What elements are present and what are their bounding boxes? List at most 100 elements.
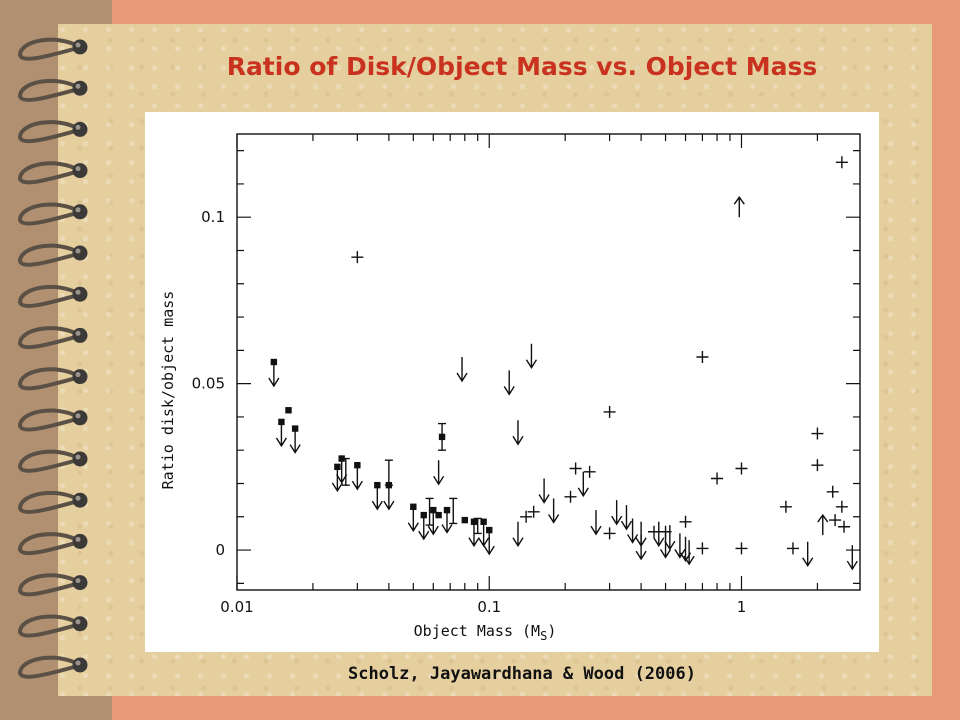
upper-limit-arrow (626, 518, 639, 544)
error-bar (438, 422, 447, 451)
data-point-square (461, 516, 468, 524)
plot-frame (236, 133, 861, 591)
binder-ring (17, 655, 88, 679)
lower-limit-arrow (817, 513, 829, 536)
upper-limit-arrow (418, 515, 430, 541)
data-point-cross (564, 490, 577, 503)
citation: Scholz, Jayawardhana & Wood (2006) (348, 664, 696, 684)
data-point-square (374, 481, 381, 489)
data-point-cross (711, 472, 724, 485)
upper-limit-arrow (433, 460, 445, 486)
data-point-cross (351, 251, 364, 264)
binder-ring (17, 243, 88, 267)
upper-limit-arrow (371, 485, 383, 511)
data-point-cross (786, 542, 799, 555)
error-bar (384, 459, 393, 486)
data-point-cross (648, 525, 661, 538)
data-point-cross (603, 405, 616, 418)
upper-limit-arrow (441, 508, 453, 534)
upper-limit-arrow (427, 510, 439, 536)
x-tick-label: 0.01 (220, 598, 253, 616)
data-point-cross (569, 462, 582, 475)
upper-limit-arrow (483, 530, 495, 556)
x-axis-label-sub: S (540, 629, 547, 643)
data-point-cross (679, 515, 692, 528)
upper-limit-arrow (289, 428, 301, 454)
data-point-square (435, 511, 442, 519)
upper-limit-arrow (590, 510, 602, 536)
upper-limit-arrow (611, 500, 623, 526)
data-point-cross (696, 542, 709, 555)
upper-limit-arrow (653, 521, 665, 548)
binder-ring (17, 408, 88, 432)
lower-limit-arrow (733, 196, 745, 218)
upper-limit-arrow (538, 478, 550, 504)
y-tick-label: 0.05 (192, 375, 225, 393)
upper-limit-arrow (674, 533, 686, 559)
binder-ring (17, 284, 88, 308)
binder-ring (17, 161, 88, 185)
upper-limit-arrow (659, 533, 672, 559)
slide-title: Ratio of Disk/Object Mass vs. Object Mas… (226, 52, 818, 81)
binder-ring (17, 78, 88, 102)
data-point-cross (838, 520, 851, 533)
scatter-plot: 0.01 0.1 100.050.1 Ratio disk/object mass … (159, 133, 861, 643)
upper-limit-arrow (331, 466, 343, 493)
binder-ring (17, 573, 88, 597)
spiral-binding (17, 37, 88, 679)
upper-limit-arrow (268, 362, 280, 388)
binder-ring (17, 367, 88, 391)
binder-ring (17, 326, 88, 350)
data-point-cross (583, 465, 596, 478)
data-point-cross (735, 542, 748, 555)
upper-limit-arrow (383, 485, 395, 511)
data-point-cross (527, 505, 540, 518)
y-tick-label: 0.1 (201, 208, 225, 226)
data-point-cross (835, 500, 848, 513)
data-point-square (285, 407, 292, 414)
error-bar (473, 517, 482, 535)
upper-limit-arrow (846, 545, 858, 571)
binder-ring (17, 490, 88, 514)
upper-limit-arrow (351, 465, 363, 491)
data-point-cross (779, 500, 792, 513)
data-point-cross (811, 459, 824, 472)
data-point-cross (520, 510, 533, 523)
data-point-cross (603, 527, 616, 540)
data-point-cross (696, 351, 709, 364)
upper-limit-arrow (456, 357, 468, 383)
upper-limit-arrow (503, 370, 515, 396)
upper-limit-arrow (802, 541, 814, 568)
upper-limit-arrow (512, 521, 524, 548)
binder-ring (17, 614, 88, 638)
x-axis-label-main: Object Mass (M (414, 622, 540, 640)
y-axis-label: Ratio disk/object mass (159, 291, 177, 490)
upper-limit-arrow (664, 525, 676, 551)
upper-limit-arrow (635, 535, 647, 561)
data-point-cross (811, 427, 824, 440)
binder-ring (17, 202, 88, 226)
upper-limit-arrow (683, 540, 695, 566)
binder-ring (17, 120, 88, 144)
upper-limit-arrow (275, 421, 288, 448)
data-point-cross (829, 514, 842, 527)
x-tick-label: 0.1 (477, 598, 501, 616)
binder-ring (17, 37, 88, 61)
y-tick-label: 0 (215, 541, 225, 559)
data-point-square (420, 511, 427, 519)
binder-ring (17, 532, 88, 556)
x-tick-label: 1 (737, 598, 747, 616)
x-axis-label: Object Mass (MS) (414, 622, 557, 643)
upper-limit-arrow (407, 506, 419, 533)
upper-limit-arrow (512, 420, 524, 446)
binder-ring (17, 449, 88, 473)
upper-limit-arrow (548, 498, 560, 524)
data-point-cross (826, 485, 839, 498)
error-bar (425, 497, 434, 526)
data-point-cross (835, 156, 848, 169)
error-bar (449, 497, 458, 525)
upper-limit-arrow (478, 521, 490, 548)
error-bar (341, 457, 350, 486)
data-point-cross (735, 462, 748, 475)
x-axis-label-close: ) (547, 622, 556, 640)
